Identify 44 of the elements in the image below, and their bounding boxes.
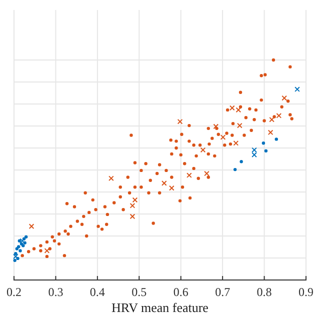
point xyxy=(130,202,136,208)
point xyxy=(252,152,257,158)
point xyxy=(220,134,226,140)
point xyxy=(233,168,237,172)
point xyxy=(252,147,257,153)
point xyxy=(240,160,243,164)
point xyxy=(177,118,183,124)
x-tick-label: 0.9 xyxy=(298,285,314,300)
point xyxy=(213,124,219,130)
x-tick-label: 0.6 xyxy=(173,285,188,300)
point xyxy=(268,130,274,136)
x-tick-label: 0.3 xyxy=(48,285,64,300)
point xyxy=(18,249,22,252)
point xyxy=(169,185,174,191)
point xyxy=(282,95,287,101)
point xyxy=(204,170,210,176)
x-tick-label: 0.8 xyxy=(256,285,272,300)
x-tick-label: 0.2 xyxy=(6,285,22,300)
point xyxy=(233,140,239,146)
point xyxy=(200,147,206,153)
point xyxy=(28,224,34,229)
x-tick-label: 0.7 xyxy=(215,285,230,300)
point xyxy=(237,122,242,128)
point xyxy=(13,254,18,260)
point xyxy=(15,247,19,250)
point xyxy=(13,258,16,262)
point xyxy=(44,248,50,254)
point xyxy=(269,116,274,122)
point xyxy=(274,138,278,141)
x-tick-label: 0.5 xyxy=(132,285,147,300)
point xyxy=(276,112,282,118)
point xyxy=(108,176,114,182)
x-tick-label: 0.4 xyxy=(90,285,105,300)
point xyxy=(162,180,167,186)
point xyxy=(14,252,18,256)
point xyxy=(18,239,22,242)
point xyxy=(16,245,20,248)
point xyxy=(294,86,300,92)
point xyxy=(262,142,266,145)
x-axis-title: HRV mean feature xyxy=(112,300,209,315)
point xyxy=(130,214,136,220)
point xyxy=(132,197,138,203)
point xyxy=(264,149,268,152)
point xyxy=(186,172,192,178)
